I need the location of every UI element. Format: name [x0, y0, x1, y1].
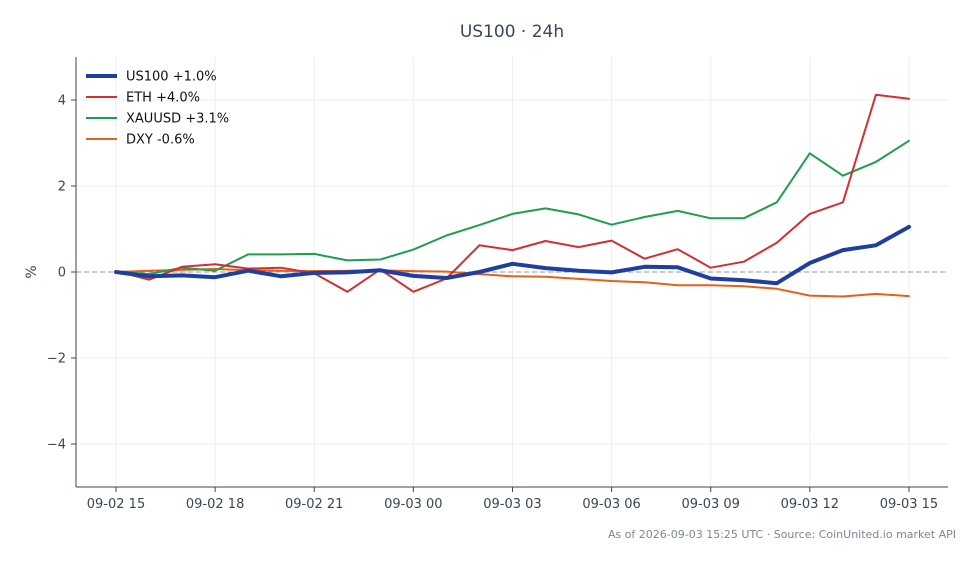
- y-tick-label: 2: [58, 180, 66, 195]
- series-lines: [114, 93, 911, 298]
- legend-entry: US100 +1.0%: [126, 70, 217, 85]
- x-tick-label: 09-03 12: [781, 497, 839, 512]
- y-axis-label: %: [24, 265, 40, 278]
- y-tick-label: 4: [58, 94, 66, 109]
- y-tick-label: 0: [58, 266, 66, 281]
- x-axis-ticks: 09-02 15 09-02 18 09-02 21 09-03 00 09-03 03…: [87, 487, 938, 512]
- x-tick-label: 09-02 21: [285, 497, 343, 512]
- series-line-eth: [115, 93, 910, 293]
- chart-title: US100 · 24h: [460, 22, 564, 42]
- x-tick-label: 09-03 06: [582, 497, 640, 512]
- x-tick-label: 09-03 03: [483, 497, 541, 512]
- series-line-xauusd: [115, 139, 910, 276]
- x-tick-label: 09-02 15: [87, 497, 145, 512]
- x-tick-label: 09-03 09: [681, 497, 739, 512]
- x-tick-label: 09-02 18: [186, 497, 244, 512]
- legend: US100 +1.0% ETH +4.0% XAUUSD +3.1% DXY -0.6…: [86, 70, 229, 148]
- source-footer: As of 2026-09-03 15:25 UTC · Source: Coi…: [608, 528, 956, 541]
- x-tick-label: 09-03 00: [384, 497, 442, 512]
- x-tick-label: 09-03 15: [880, 497, 938, 512]
- legend-entry: DXY -0.6%: [126, 133, 195, 148]
- y-axis-ticks: −4 −2 0 2 4: [47, 94, 76, 453]
- legend-entry: XAUUSD +3.1%: [126, 112, 229, 127]
- legend-entry: ETH +4.0%: [126, 91, 200, 106]
- series-line-us100: [114, 224, 911, 286]
- y-tick-label: −2: [47, 352, 66, 367]
- y-tick-label: −4: [47, 438, 66, 453]
